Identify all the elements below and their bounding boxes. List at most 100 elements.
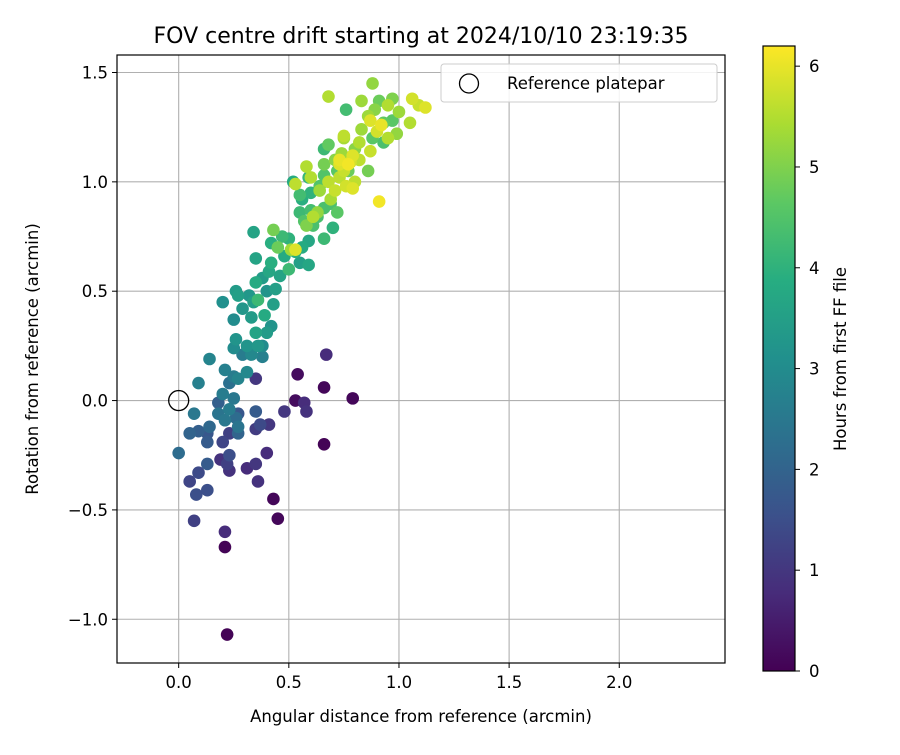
data-point — [220, 628, 234, 641]
chart-title: FOV centre drift starting at 2024/10/10 … — [154, 24, 689, 49]
x-tick-label: 2.0 — [606, 673, 632, 692]
data-point — [258, 308, 271, 322]
data-point — [381, 131, 395, 145]
data-point — [302, 258, 315, 272]
data-point — [342, 158, 355, 171]
data-point — [192, 466, 205, 480]
data-point — [251, 475, 265, 488]
data-point — [300, 160, 313, 173]
colorbar-label: Hours from first FF file — [831, 267, 850, 451]
colorbar-ticks: 0 1 2 3 4 5 6 — [795, 57, 820, 681]
y-tick-label: 1.5 — [82, 63, 108, 82]
data-point — [273, 269, 287, 283]
data-point — [260, 326, 274, 340]
y-axis-label: Rotation from reference (arcmin) — [23, 223, 42, 495]
data-point — [223, 403, 236, 416]
data-point — [203, 420, 216, 434]
data-point — [337, 129, 351, 143]
data-point — [231, 289, 245, 302]
data-point — [223, 448, 236, 462]
data-point — [278, 405, 291, 418]
data-point — [218, 363, 232, 377]
data-point — [187, 407, 201, 420]
data-point — [339, 103, 353, 116]
data-point — [229, 333, 243, 346]
data-point — [289, 177, 302, 191]
data-point — [201, 483, 214, 497]
colorbar-tick-label: 5 — [809, 158, 820, 177]
colorbar-tick-label: 0 — [809, 662, 820, 681]
y-tick-label: −0.5 — [68, 501, 108, 520]
data-point — [366, 77, 379, 90]
data-point — [183, 427, 196, 440]
data-point — [364, 144, 377, 158]
data-point — [375, 118, 388, 132]
reference-platepar-marker — [168, 389, 190, 412]
data-point — [419, 101, 432, 114]
data-point — [300, 405, 313, 418]
x-tick-label: 1.0 — [386, 673, 412, 692]
y-tick-label: 0.0 — [82, 392, 108, 411]
data-point — [240, 365, 254, 379]
data-point — [227, 392, 241, 405]
data-point — [313, 184, 326, 197]
colorbar-tick-label: 4 — [809, 259, 820, 278]
data-point — [240, 339, 254, 353]
data-point — [346, 392, 360, 405]
y-tick-label: −1.0 — [68, 610, 108, 629]
data-point — [256, 350, 269, 364]
data-point — [269, 282, 282, 296]
data-point — [291, 368, 304, 381]
data-point — [216, 295, 230, 309]
data-point — [218, 525, 232, 539]
data-point — [247, 225, 260, 239]
data-point — [381, 99, 395, 112]
data-point — [190, 488, 203, 501]
data-points — [172, 77, 432, 641]
data-point — [271, 512, 285, 525]
data-point — [187, 514, 201, 528]
data-point — [218, 413, 232, 427]
data-point — [355, 123, 368, 136]
data-point — [249, 276, 263, 289]
data-point — [293, 188, 307, 202]
legend-marker-icon — [458, 73, 480, 94]
legend-box — [440, 63, 718, 103]
data-point — [282, 263, 296, 276]
data-point — [216, 387, 230, 401]
data-point — [264, 256, 278, 270]
data-point — [231, 372, 245, 385]
legend-label: Reference platepar — [507, 74, 665, 93]
data-point — [183, 475, 196, 488]
x-axis-ticks: 0.0 0.5 1.0 1.5 2.0 — [166, 663, 632, 692]
data-point — [227, 313, 241, 326]
colorbar-tick-label: 1 — [809, 561, 820, 580]
data-point — [304, 171, 318, 184]
data-point — [249, 326, 263, 340]
x-tick-label: 1.5 — [496, 673, 522, 692]
data-point — [405, 92, 419, 106]
data-point — [245, 311, 258, 324]
data-point — [353, 136, 366, 149]
data-point — [201, 457, 214, 471]
data-point — [271, 241, 285, 254]
data-point — [322, 175, 335, 189]
data-point — [253, 418, 267, 431]
data-point — [236, 302, 249, 315]
data-point — [289, 243, 302, 256]
data-point — [364, 114, 377, 127]
data-point — [330, 206, 344, 219]
reference-marker-group — [168, 389, 190, 412]
data-point — [403, 116, 417, 130]
x-axis-label: Angular distance from reference (arcmin) — [250, 707, 592, 726]
data-point — [275, 230, 289, 243]
data-point — [192, 376, 205, 390]
data-point — [306, 210, 320, 224]
data-point — [216, 435, 230, 449]
data-point — [249, 457, 263, 471]
data-point — [326, 221, 340, 235]
data-point — [203, 352, 216, 366]
colorbar-tick-label: 6 — [809, 57, 820, 76]
x-tick-label: 0.0 — [166, 673, 192, 692]
data-point — [319, 348, 333, 361]
